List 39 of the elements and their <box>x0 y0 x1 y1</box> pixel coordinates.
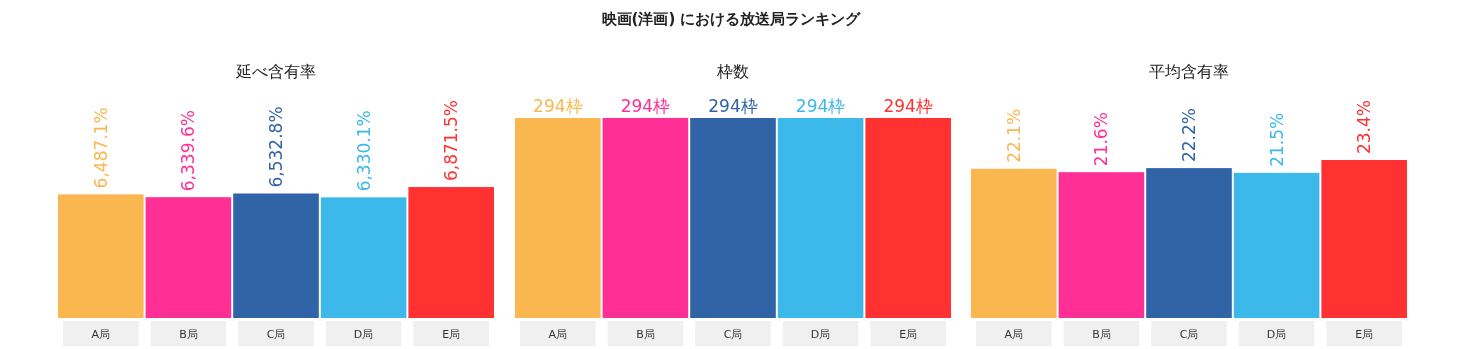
x-tick-label: E局 <box>899 328 918 341</box>
bar <box>233 193 319 318</box>
x-tick-label: C局 <box>723 328 743 341</box>
x-tick-label: B局 <box>636 328 655 341</box>
data-label: 21.5% <box>1266 112 1287 167</box>
data-label: 22.2% <box>1179 108 1199 163</box>
data-label: 294枠 <box>795 96 846 116</box>
x-tick-label: A局 <box>548 328 568 341</box>
x-tick-label: A局 <box>91 328 111 341</box>
x-tick-label: A局 <box>1004 328 1024 341</box>
data-label: 6,339.6% <box>178 110 199 192</box>
chart-title: 延べ含有率 <box>235 62 316 81</box>
x-tick-label: E局 <box>1355 328 1374 341</box>
data-label: 294枠 <box>883 96 933 116</box>
x-tick-label: C局 <box>1179 328 1199 341</box>
data-label: 6,330.1% <box>353 110 374 192</box>
data-label: 22.1% <box>1003 108 1024 163</box>
data-label: 294枠 <box>533 96 583 116</box>
bar <box>408 187 494 318</box>
data-label: 6,487.1% <box>90 107 111 189</box>
x-tick-label: B局 <box>1092 328 1111 341</box>
data-label: 21.6% <box>1091 112 1112 167</box>
chart-title: 平均含有率 <box>1149 62 1229 81</box>
x-tick-label: D局 <box>1266 328 1287 341</box>
bar <box>58 194 144 318</box>
text: 映画(洋画) における放送局ランキング <box>601 10 862 28</box>
bar <box>145 197 232 318</box>
x-tick-label: D局 <box>353 328 374 341</box>
data-label: 294枠 <box>620 96 671 116</box>
x-tick-label: C局 <box>266 328 286 341</box>
x-tick-label: B局 <box>179 328 198 341</box>
data-label: 6,871.5% <box>441 100 462 182</box>
chart-title: 枠数 <box>716 62 749 81</box>
data-label: 23.4% <box>1354 100 1375 155</box>
bar <box>320 197 407 318</box>
data-label: 294枠 <box>708 96 758 116</box>
data-label: 6,532.8% <box>266 106 286 188</box>
x-tick-label: E局 <box>442 328 461 341</box>
x-tick-label: D局 <box>810 328 831 341</box>
